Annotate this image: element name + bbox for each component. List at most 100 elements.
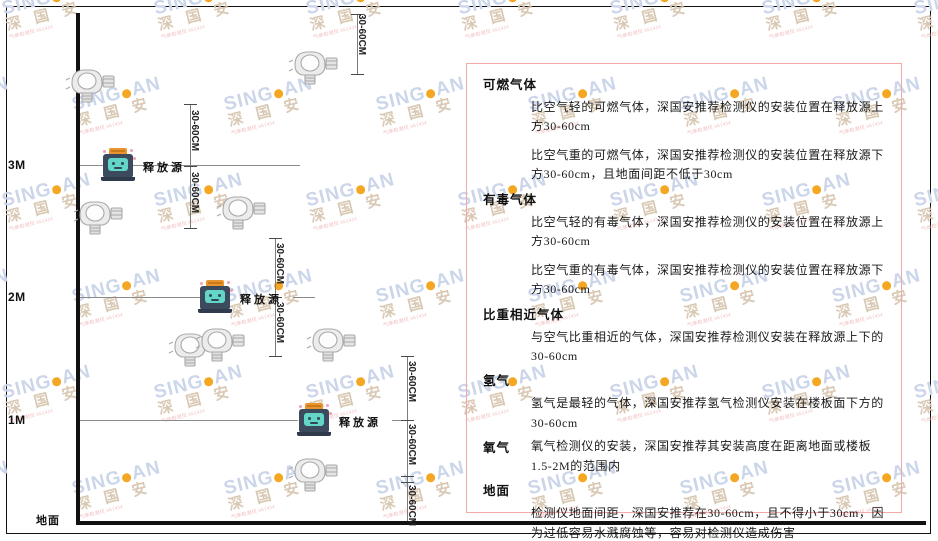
panel-section: 有毒气体比空气轻的有毒气体，深国安推荐检测仪的安装位置在释放源上方30-60cm… (483, 189, 887, 300)
gas-detector-icon (70, 198, 128, 238)
dimension-label: 30-60CM (356, 14, 367, 56)
dimension-tick (401, 476, 414, 477)
dimension-label: 30-60CM (406, 485, 417, 527)
source-screen (205, 290, 225, 303)
release-source-label: 释放源 (240, 294, 282, 306)
release-source-icon (101, 148, 136, 182)
source-screen (304, 413, 324, 426)
source-foot (297, 432, 331, 436)
panel-section-body: 检测仪地面间距，深国安推荐在30-60cm，且不得小于30cm，因为过低容易水溅… (483, 504, 887, 541)
vertical-axis (76, 13, 80, 525)
panel-section: 氧气 氧气检测仪的安装，深国安推荐其安装高度在距离地面或楼板1.5-2M的范围内 (483, 437, 887, 476)
diagram-frame (6, 6, 931, 534)
dimension-tick (184, 166, 197, 167)
panel-section: 氢气氢气是最轻的气体，深国安推荐氢气检测仪安装在楼板面下方的30-60cm (483, 370, 887, 433)
source-cap (109, 148, 127, 154)
spark-icon (200, 282, 203, 285)
dimension-tick (401, 420, 414, 421)
watermark-dot-icon (355, 0, 367, 4)
dimension-label: 30-60CM (406, 361, 417, 403)
gas-detector-icon (285, 455, 343, 495)
dimension-tick (269, 297, 282, 298)
source-cap (305, 403, 323, 409)
panel-section-heading: 氢气 (483, 374, 511, 389)
panel-section-body: 比空气轻的可燃气体，深国安推荐检测仪的安装位置在释放源上方30-60cm 比空气重… (483, 98, 887, 185)
watermark-dot-icon (507, 0, 519, 4)
ground-line (76, 521, 926, 525)
spark-icon (230, 289, 233, 292)
gas-detector-icon (285, 48, 343, 88)
release-source-icon (198, 280, 233, 314)
dimension-label: 30-60CM (406, 424, 417, 466)
source-cap (206, 280, 224, 286)
dimension-tick (269, 356, 282, 357)
dimension-tick (351, 74, 364, 75)
panel-section-body: 氢气是最轻的气体，深国安推荐氢气检测仪安装在楼板面下方的30-60cm (483, 394, 887, 433)
level-label-2m: 2M (8, 290, 26, 304)
dimension-line-d (407, 356, 408, 521)
annotation-panel: 可燃气体比空气轻的可燃气体，深国安推荐检测仪的安装位置在释放源上方30-60cm… (466, 63, 902, 540)
panel-section-heading: 可燃气体 (483, 78, 538, 92)
dimension-tick (401, 482, 414, 483)
source-foot (198, 309, 232, 313)
panel-section: 可燃气体比空气轻的可燃气体，深国安推荐检测仪的安装位置在释放源上方30-60cm… (483, 74, 887, 185)
leader-line-2m (293, 297, 315, 298)
panel-section-heading: 比重相近气体 (483, 307, 565, 322)
panel-section: 地面检测仪地面间距，深国安推荐在30-60cm，且不得小于30cm，因为过低容易… (483, 480, 887, 541)
panel-section-heading: 有毒气体 (483, 192, 538, 207)
panel-paragraph: 比空气重的可燃气体，深国安推荐检测仪的安装位置在释放源下方30-60cm，且地面… (531, 147, 884, 182)
level-rule-1m (80, 420, 298, 421)
spark-icon (133, 157, 136, 160)
spark-icon (227, 281, 230, 284)
watermark-dot-icon (659, 0, 671, 4)
panel-paragraph: 氢气是最轻的气体，深国安推荐氢气检测仪安装在楼板面下方的30-60cm (531, 396, 884, 430)
panel-paragraph: 氧气检测仪的安装，深国安推荐其安装高度在距离地面或楼板1.5-2M的范围内 (531, 439, 872, 473)
dimension-tick (184, 228, 197, 229)
panel-paragraph: 比空气轻的可燃气体，深国安推荐检测仪的安装位置在释放源上方30-60cm (531, 100, 884, 134)
source-body (299, 409, 329, 433)
gas-detector-icon (192, 325, 250, 365)
spark-icon (103, 150, 106, 153)
dimension-label: 30-60CM (189, 172, 200, 214)
spark-icon (130, 149, 133, 152)
source-body (200, 286, 230, 310)
gas-detector-icon (62, 66, 120, 106)
release-source-label: 释放源 (143, 162, 185, 174)
spark-icon (326, 404, 329, 407)
release-source-label: 释放源 (339, 417, 381, 429)
watermark-dot-icon (203, 0, 215, 4)
ground-label: 地面 (36, 515, 60, 527)
panel-section-heading: 地面 (483, 484, 511, 499)
watermark-dot-icon (51, 0, 63, 4)
panel-section-body: 比空气轻的有毒气体，深国安推荐检测仪的安装位置在释放源上方30-60cm 比空气重… (483, 213, 887, 300)
dimension-tick (184, 104, 197, 105)
dimension-tick (351, 14, 364, 15)
panel-paragraph: 与空气比重相近的气体，深国安推荐检测仪安装在释放源上下的30-60cm (531, 329, 884, 363)
watermark-dot-icon (811, 0, 823, 4)
panel-section-body: 氧气检测仪的安装，深国安推荐其安装高度在距离地面或楼板1.5-2M的范围内 (531, 437, 887, 476)
gas-detector-icon (303, 325, 361, 365)
panel-section: 比重相近气体与空气比重相近的气体，深国安推荐检测仪安装在释放源上下的30-60c… (483, 304, 887, 367)
panel-paragraph: 检测仪地面间距，深国安推荐在30-60cm，且不得小于30cm，因为过低容易水溅… (531, 506, 885, 540)
level-rule-2m (80, 297, 205, 298)
dimension-label: 30-60CM (274, 302, 285, 344)
gas-detector-icon (213, 193, 271, 233)
dimension-line-a (357, 14, 358, 74)
dimension-label: 30-60CM (274, 243, 285, 285)
dimension-tick (401, 356, 414, 357)
dimension-tick (269, 238, 282, 239)
panel-paragraph: 比空气轻的有毒气体，深国安推荐检测仪的安装位置在释放源上方30-60cm (531, 214, 884, 249)
source-body (103, 154, 133, 178)
dimension-label: 30-60CM (189, 110, 200, 152)
source-foot (101, 177, 135, 181)
level-label-1m: 1M (8, 413, 26, 427)
panel-paragraph: 比空气重的有毒气体，深国安推荐检测仪的安装位置在释放源下方30-60cm (531, 262, 884, 297)
level-label-3m: 3M (8, 158, 26, 172)
panel-section-heading: 氧气 (483, 441, 511, 456)
source-screen (108, 158, 128, 171)
spark-icon (329, 412, 332, 415)
panel-section-body: 与空气比重相近的气体，深国安推荐检测仪安装在释放源上下的30-60cm (483, 328, 887, 367)
spark-icon (299, 405, 302, 408)
release-source-icon (297, 403, 332, 437)
